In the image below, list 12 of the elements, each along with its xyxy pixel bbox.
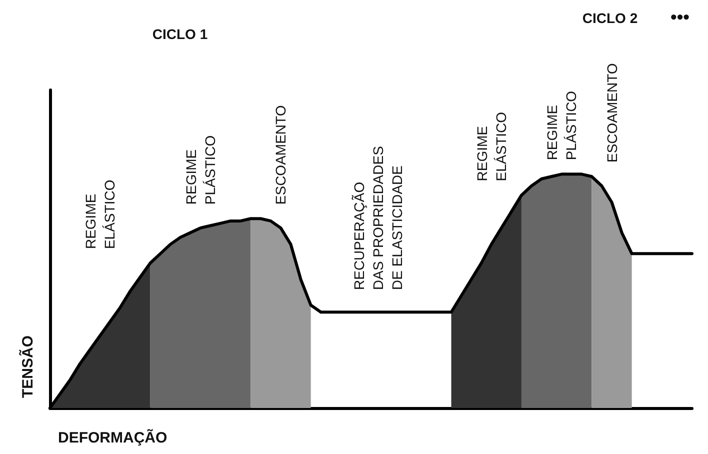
text: REGIME PLÁSTICO [182, 135, 218, 205]
x-axis-title: DEFORMAÇÃO [58, 428, 168, 446]
text: REGIME PLÁSTICO [544, 90, 580, 160]
text: REGIME ELÁSTICO [82, 180, 118, 250]
text: CICLO 1 [152, 26, 208, 42]
annotation: RECUPERAÇÃO DAS PROPRIEDADES DE ELASTICIDADE [351, 146, 405, 290]
y-axis-title: TENSÃO [18, 335, 36, 398]
text: CICLO 2 [582, 10, 638, 26]
text: ESCOAMENTO [604, 63, 620, 163]
text: ••• [670, 7, 690, 27]
text: REGIME ELÁSTICO [474, 112, 509, 182]
text: ESCOAMENTO [272, 105, 289, 205]
